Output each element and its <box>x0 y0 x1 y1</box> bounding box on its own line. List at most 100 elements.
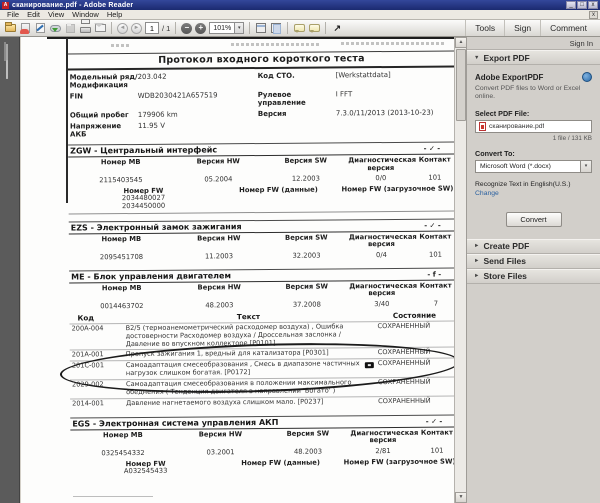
zoom-in-icon[interactable]: + <box>195 22 207 34</box>
cell-value: 37.2008 <box>292 300 321 309</box>
col-header: Диагностическая версия <box>348 232 417 249</box>
change-link[interactable]: Change <box>475 189 499 197</box>
cell-value: 101 <box>430 446 444 455</box>
title-bar: A сканирование.pdf - Adobe Reader _ □ x <box>0 0 600 10</box>
page-thumbnails-icon[interactable] <box>3 42 16 61</box>
convert-format-value: Microsoft Word (*.docx) <box>480 162 551 170</box>
next-page-icon[interactable]: ► <box>131 22 142 34</box>
create-pdf-label: Create PDF <box>483 241 530 252</box>
open-file-icon[interactable] <box>4 22 16 34</box>
tab-sign[interactable]: Sign <box>504 20 540 36</box>
fault-state: СОХРАНЕННЫЙ <box>377 377 431 387</box>
mil-lamp-icon <box>364 362 374 369</box>
selected-file-name: сканирование.pdf <box>489 122 545 130</box>
field-value: 7.3.0/11/2013 (2013-10-23) <box>335 108 434 118</box>
zoom-level-value: 101% <box>213 24 232 32</box>
maximize-button[interactable]: □ <box>577 1 587 9</box>
field-label: Общий пробег <box>69 111 129 120</box>
scan-artifact <box>73 496 153 497</box>
cell-value: 3/40 <box>374 299 390 308</box>
create-pdf-section-header[interactable]: ► Create PDF <box>467 238 600 254</box>
convert-button[interactable]: Convert <box>505 211 562 227</box>
module-name: ZGW - Центральный интерфейс <box>70 145 218 156</box>
cell-value: 48.2003 <box>293 447 323 456</box>
menu-edit[interactable]: Edit <box>27 10 41 19</box>
scrolling-mode-icon[interactable] <box>255 22 267 34</box>
field-label: Напряжение АКБ <box>69 122 122 139</box>
email-icon[interactable] <box>94 22 106 34</box>
selected-file-box[interactable]: сканирование.pdf <box>475 119 592 133</box>
fault-table: 200A-004 B2/5 (термоанемометрический рас… <box>59 320 454 410</box>
menu-view[interactable]: View <box>48 10 65 19</box>
adobe-reader-icon: A <box>2 1 9 9</box>
export-product-name: Adobe ExportPDF <box>475 72 544 82</box>
navigation-rail <box>0 37 20 503</box>
export-pdf-section-header[interactable]: ▼ Export PDF <box>467 50 600 65</box>
module-ezs: EZS - Электронный замок зажигания - ✓ - … <box>68 218 454 263</box>
col-header: Диагностическая версия <box>349 281 418 298</box>
col-header: Версия SW <box>284 156 328 166</box>
export-pdf-header-label: Export PDF <box>483 52 530 63</box>
zoom-dropdown-icon[interactable]: ▾ <box>234 23 244 33</box>
previous-page-icon[interactable]: ◄ <box>117 22 128 34</box>
sign-in-link[interactable]: Sign In <box>569 38 593 48</box>
zoom-level-select[interactable]: 101% ▾ <box>209 22 245 34</box>
attachments-paperclip-icon[interactable] <box>4 60 16 79</box>
fault-state: СОХРАНЕННЫЙ <box>378 396 431 406</box>
toolbar-separator <box>111 22 112 34</box>
chevron-collapsed-icon: ► <box>474 243 480 250</box>
field-label: Модельный ряд/Модификация <box>69 72 138 90</box>
send-files-section-header[interactable]: ► Send Files <box>467 253 600 269</box>
save-icon[interactable] <box>64 22 76 34</box>
cell-value: 48.2003 <box>205 300 234 310</box>
tools-panel: Sign In ▼ Export PDF Adobe ExportPDF Con… <box>466 37 600 503</box>
highlight-comment-icon[interactable] <box>308 22 320 34</box>
store-files-section-header[interactable]: ► Store Files <box>467 268 600 284</box>
fullscreen-icon[interactable]: ↗ <box>333 22 342 33</box>
fault-code: 200A-004 <box>71 324 104 333</box>
chevron-collapsed-icon: ► <box>474 258 480 265</box>
document-viewport: Протокол входного короткого теста Модель… <box>21 37 454 503</box>
convert-to-label: Convert To: <box>475 148 515 158</box>
module-name: EZS - Электронный замок зажигания <box>70 222 242 233</box>
scrollbar-thumb[interactable] <box>456 49 466 121</box>
toolbar: ◄ ► / 1 − + 101% ▾ ↗ Tools Sign Comment <box>0 20 600 37</box>
fault-text: Давление нагнетаемого воздуха слишком ма… <box>126 397 324 408</box>
module-zgw: ZGW - Центральный интерфейс - ✓ - Номер … <box>68 141 454 215</box>
fault-code: 201A-001 <box>71 350 104 359</box>
menu-help[interactable]: Help <box>106 10 123 19</box>
col-header: Состояние <box>392 310 437 320</box>
col-header: Версия HW <box>197 283 241 292</box>
cloud-download-icon[interactable] <box>49 22 61 34</box>
sticky-note-icon[interactable] <box>293 22 305 34</box>
cell-value: 03.2001 <box>206 448 235 457</box>
sign-in-bar: Sign In <box>467 37 600 50</box>
fit-page-icon[interactable] <box>270 22 282 34</box>
print-icon[interactable] <box>79 22 91 34</box>
menu-window[interactable]: Window <box>72 10 99 19</box>
col-header: Номер MB <box>101 234 142 244</box>
file-meta: 1 file / 131 KB <box>552 134 592 142</box>
close-document-button[interactable]: x <box>589 10 598 19</box>
col-header: Версия SW <box>285 233 328 242</box>
vertical-scrollbar[interactable]: ▲ ▼ <box>454 37 467 503</box>
sign-pen-icon[interactable] <box>34 22 46 34</box>
module-name: ME - Блок управления двигателем <box>71 271 232 282</box>
menu-file[interactable]: File <box>7 10 20 19</box>
close-button[interactable]: x <box>588 1 598 9</box>
chevron-collapsed-icon: ► <box>474 273 480 280</box>
fault-code: 2029-002 <box>71 380 104 389</box>
minimize-button[interactable]: _ <box>566 1 576 9</box>
tab-tools[interactable]: Tools <box>465 20 504 36</box>
cell-value: 12.2003 <box>291 174 320 184</box>
field-label: FIN <box>69 92 84 101</box>
zoom-out-icon[interactable]: − <box>181 22 193 34</box>
pdf-online-services-icon[interactable] <box>19 22 31 34</box>
page-number-input[interactable] <box>145 22 159 34</box>
col-header: Диагностическая версия <box>348 156 417 172</box>
fault-code: 201C-001 <box>71 361 105 370</box>
export-pdf-body: Adobe ExportPDF Convert PDF files to Wor… <box>467 65 600 227</box>
chevron-down-icon: ▾ <box>580 160 591 172</box>
convert-format-select[interactable]: Microsoft Word (*.docx) ▾ <box>475 159 592 173</box>
tab-comment[interactable]: Comment <box>540 20 596 36</box>
